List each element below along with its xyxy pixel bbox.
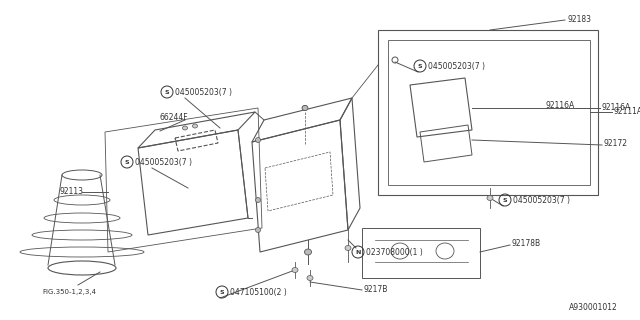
Text: 92113: 92113: [60, 188, 84, 196]
Text: S: S: [502, 197, 508, 203]
Ellipse shape: [182, 126, 188, 130]
Text: FIG.350-1,2,3,4: FIG.350-1,2,3,4: [42, 289, 96, 295]
Ellipse shape: [305, 249, 312, 255]
Ellipse shape: [193, 124, 198, 128]
Text: S: S: [220, 290, 224, 294]
Text: 92116A: 92116A: [602, 103, 631, 113]
Text: 92183: 92183: [567, 15, 591, 25]
Text: 047105100(2 ): 047105100(2 ): [230, 287, 287, 297]
Text: 92111A: 92111A: [614, 108, 640, 116]
Ellipse shape: [255, 228, 260, 233]
Text: 045005203(7 ): 045005203(7 ): [135, 157, 192, 166]
Text: 045005203(7 ): 045005203(7 ): [513, 196, 570, 204]
Ellipse shape: [292, 268, 298, 273]
Ellipse shape: [345, 245, 351, 251]
Ellipse shape: [255, 197, 260, 203]
Ellipse shape: [303, 106, 307, 110]
Text: S: S: [125, 159, 129, 164]
Ellipse shape: [487, 196, 493, 201]
Text: 045005203(7 ): 045005203(7 ): [428, 61, 485, 70]
Text: 92178B: 92178B: [512, 239, 541, 249]
Ellipse shape: [307, 276, 313, 281]
Ellipse shape: [302, 106, 308, 110]
Text: 9217B: 9217B: [364, 285, 388, 294]
Text: A930001012: A930001012: [569, 303, 618, 312]
Text: 92172: 92172: [604, 140, 628, 148]
Ellipse shape: [255, 138, 260, 142]
Text: 045005203(7 ): 045005203(7 ): [175, 87, 232, 97]
Text: N: N: [355, 250, 361, 254]
Text: 66244F: 66244F: [160, 114, 189, 123]
Text: 92116A: 92116A: [546, 101, 575, 110]
Text: S: S: [164, 90, 170, 94]
Text: 023708000(1 ): 023708000(1 ): [366, 247, 423, 257]
Text: S: S: [418, 63, 422, 68]
